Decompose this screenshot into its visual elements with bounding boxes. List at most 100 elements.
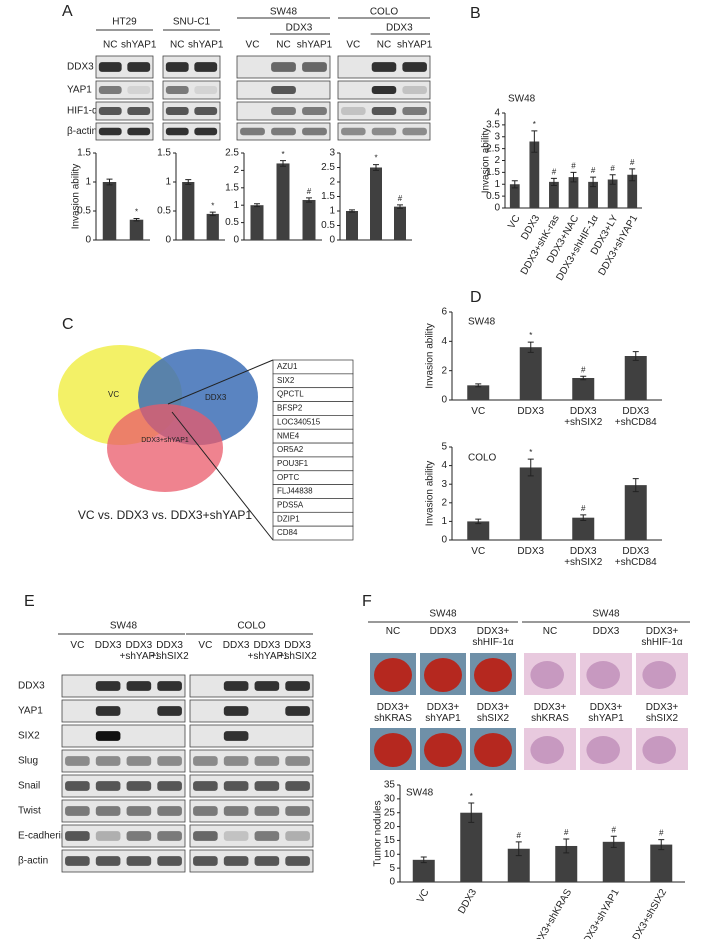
error-bar	[511, 180, 518, 189]
photo-label-box: DDX3+ shYAP1	[588, 702, 623, 724]
gene-name: CD84	[277, 528, 298, 537]
band	[302, 62, 327, 72]
x-tick-label-box: VC	[471, 406, 485, 417]
gene-name: QPCTL	[277, 390, 304, 399]
y-tick-label: 0.5	[486, 191, 500, 202]
band	[194, 127, 218, 136]
band	[254, 781, 280, 791]
band	[341, 127, 366, 136]
bar	[549, 181, 559, 208]
lane-label: VC	[346, 40, 360, 51]
significance-marker: #	[398, 194, 403, 203]
band	[240, 127, 265, 136]
x-tick-label: VC	[471, 546, 486, 557]
band	[157, 706, 182, 716]
group-label: COLO	[237, 621, 266, 632]
bar	[460, 812, 483, 882]
y-tick-label: 1	[329, 206, 335, 217]
y-tick-label: 10	[384, 849, 396, 860]
y-tick-label: 3	[494, 131, 500, 142]
error-bar	[515, 841, 522, 857]
blot	[61, 849, 186, 873]
band	[371, 107, 397, 115]
error-bar	[563, 838, 570, 854]
significance-marker: *	[135, 208, 138, 217]
photo-label: NC	[385, 626, 401, 637]
y-tick-label: 0	[441, 395, 447, 406]
band	[254, 806, 280, 816]
x-tick-label: DDX3 +shSIX2	[564, 406, 603, 428]
bar	[572, 517, 595, 540]
y-axis-label: Tumor nodules	[373, 800, 384, 866]
photo-label: DDX3	[429, 626, 457, 637]
x-tick-label-box: DDX3 +shSIX2	[564, 546, 602, 568]
blot	[162, 122, 221, 141]
photo-label: NC	[542, 626, 558, 637]
y-tick-label: 2	[441, 497, 447, 508]
bar	[182, 182, 195, 240]
band	[223, 706, 249, 716]
y-axis-label: Invasion ability	[425, 461, 436, 527]
band	[285, 831, 310, 841]
bar	[519, 347, 542, 400]
x-tick-label: DDX3+shSIX2	[627, 887, 669, 939]
significance-marker: #	[552, 167, 557, 176]
panel-label: F	[362, 593, 372, 610]
significance-marker: #	[612, 825, 617, 834]
band	[157, 781, 182, 791]
band	[271, 62, 296, 72]
row-label: DDX3	[18, 681, 45, 692]
error-bar	[632, 351, 639, 361]
y-tick-label: 2	[233, 165, 239, 176]
y-tick-label: 1	[233, 200, 239, 211]
lung	[474, 733, 512, 767]
photo-label-box: DDX3	[429, 626, 457, 637]
group-label: HT29	[112, 17, 137, 28]
photo-label-box: DDX3	[593, 626, 620, 637]
y-tick-label: 0	[85, 235, 91, 246]
gene-name: LOC340515	[277, 417, 321, 426]
y-tick-label: 1.5	[321, 191, 335, 202]
chart-title: SW48	[468, 317, 496, 328]
band	[98, 107, 122, 115]
band	[98, 86, 122, 94]
significance-marker: #	[571, 161, 576, 170]
error-bar	[609, 174, 616, 185]
lane-label: shYAP1	[397, 40, 433, 51]
band	[271, 107, 296, 115]
bar	[509, 184, 520, 208]
x-tick-label-box: DDX3 +shSIX2	[564, 406, 603, 428]
x-tick-label: DDX3 +shCD84	[614, 406, 657, 428]
band	[95, 781, 121, 791]
lung	[374, 733, 412, 767]
gene-name: BFSP2	[277, 404, 303, 413]
y-tick-label: 2	[441, 365, 447, 376]
lane-label: NC	[103, 40, 117, 51]
lung	[424, 733, 462, 767]
blot	[61, 724, 186, 748]
error-bar	[527, 341, 534, 353]
significance-marker: #	[517, 831, 522, 840]
significance-marker: *	[533, 120, 536, 129]
band	[223, 731, 249, 741]
row-label: Snail	[18, 781, 40, 792]
lane-label: DDX3	[94, 640, 122, 651]
gene-name: NME4	[277, 431, 300, 440]
row-label: DDX3	[67, 62, 94, 73]
x-tick-label-box: DDX3	[517, 546, 544, 557]
tissue	[530, 661, 564, 689]
band	[126, 856, 152, 866]
lane-label: DDX3 +shSIX2	[150, 640, 189, 662]
panel-label: A	[62, 3, 73, 20]
band	[126, 681, 152, 691]
bar	[370, 167, 382, 240]
band	[95, 706, 121, 716]
band	[193, 781, 218, 791]
band	[126, 756, 152, 766]
venn-label: VC	[108, 390, 119, 399]
y-tick-label: 2.5	[321, 162, 335, 173]
bar	[467, 521, 490, 540]
y-tick-label: 3	[329, 148, 335, 159]
band	[157, 831, 182, 841]
